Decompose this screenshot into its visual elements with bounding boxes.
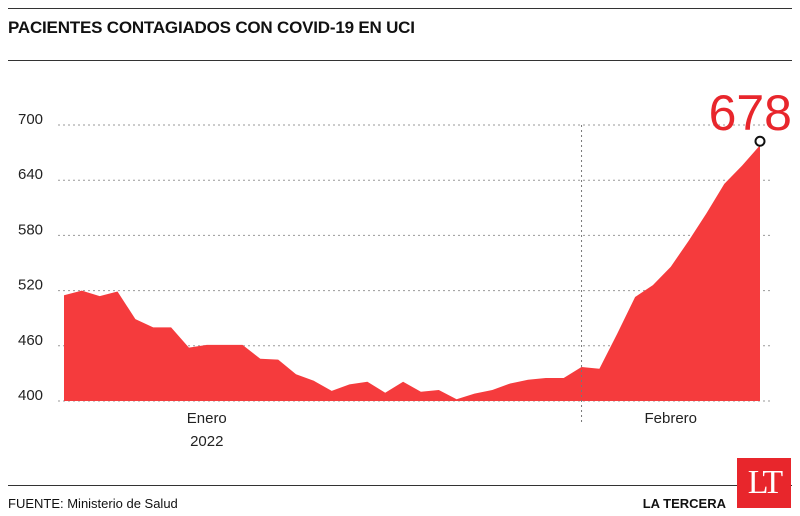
x-tick-label: Febrero [645, 410, 698, 427]
peak-marker [754, 135, 766, 147]
x-tick-label: Enero [187, 410, 227, 427]
brand-logo: LT [737, 458, 791, 508]
x-tick-year-label: 2022 [190, 433, 223, 450]
y-tick-label: 520 [18, 277, 43, 294]
area-series [64, 145, 760, 401]
top-rule [8, 8, 792, 9]
footer-rule [8, 485, 792, 486]
source-note: FUENTE: Ministerio de Salud [8, 496, 178, 511]
title-rule [8, 60, 792, 61]
y-tick-label: 460 [18, 332, 43, 349]
y-tick-label: 400 [18, 387, 43, 404]
chart-title: PACIENTES CONTAGIADOS CON COVID-19 EN UC… [8, 18, 415, 37]
y-tick-label: 700 [18, 111, 43, 128]
y-axis: 400 460 520 580 640 700 [18, 111, 43, 404]
y-tick-label: 580 [18, 221, 43, 238]
y-tick-label: 640 [18, 166, 43, 183]
brand-name: LA TERCERA [642, 496, 726, 511]
x-axis: Enero 2022 Febrero [187, 410, 697, 450]
peak-value-label: 678 [709, 85, 792, 141]
area-chart: 400 460 520 580 640 700 Enero 2022 Febrero 678 [18, 85, 792, 450]
